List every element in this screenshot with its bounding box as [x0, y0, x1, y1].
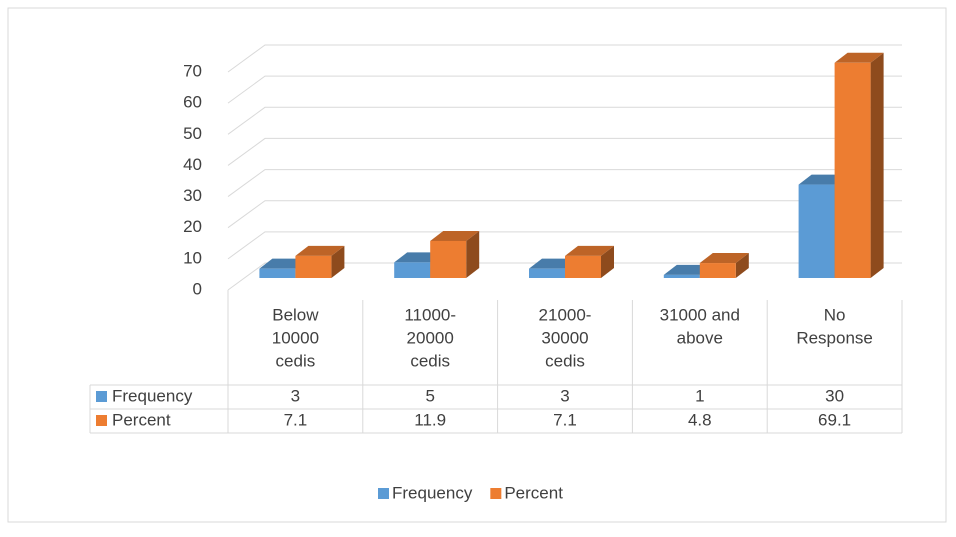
table-cell: 3	[560, 386, 569, 405]
bar-top	[430, 230, 480, 241]
bar-side	[601, 245, 614, 278]
bar-front	[259, 268, 296, 278]
bar-top	[834, 52, 884, 63]
legend-key	[378, 488, 389, 499]
grid-line	[227, 106, 902, 135]
bar-front	[394, 262, 431, 278]
x-tick-label: 21000-	[539, 305, 592, 324]
table-cell: 3	[291, 386, 300, 405]
bar-front	[295, 255, 332, 278]
bar-front	[798, 184, 835, 278]
x-tick-label: Response	[796, 328, 873, 347]
grid-line	[227, 137, 902, 166]
table-cell: 7.1	[553, 410, 577, 429]
bar-front	[430, 240, 467, 278]
bar	[834, 52, 884, 278]
x-tick-label: 20000	[407, 328, 454, 347]
bar	[295, 245, 345, 278]
table-cell: 1	[695, 386, 704, 405]
bar-front	[565, 255, 601, 278]
bar-front	[834, 62, 871, 278]
bar-top	[295, 245, 345, 256]
y-tick-label: 40	[183, 155, 202, 174]
legend-label: Percent	[504, 483, 563, 502]
y-tick-label: 10	[183, 248, 202, 267]
grid-line	[227, 262, 902, 291]
x-tick-label: 11000-	[404, 305, 456, 324]
grid-line	[227, 75, 902, 104]
bar-side	[870, 52, 884, 278]
table-cell: 11.9	[414, 410, 446, 429]
y-tick-label: 20	[183, 217, 202, 236]
table-key	[96, 391, 107, 402]
table-row-label: Percent	[112, 410, 171, 429]
grid-line	[227, 44, 902, 73]
table-cell: 7.1	[284, 410, 308, 429]
bar	[430, 230, 480, 278]
legend-label: Frequency	[392, 483, 473, 502]
y-tick-label: 0	[193, 279, 202, 298]
bar-front	[529, 268, 565, 278]
legend-key	[490, 488, 502, 499]
bar	[699, 253, 749, 278]
y-tick-label: 50	[183, 124, 202, 143]
grid-line	[227, 231, 902, 260]
table-cell: 69.1	[818, 410, 851, 429]
y-tick-label: 30	[183, 186, 202, 205]
bar-side	[466, 230, 480, 278]
table-row-label: Frequency	[112, 386, 193, 405]
bar-top	[565, 245, 614, 256]
x-tick-label: 31000 and	[660, 305, 740, 324]
x-tick-label: 10000	[272, 328, 319, 347]
table-cell: 30	[825, 386, 844, 405]
table-cell: 4.8	[688, 410, 712, 429]
x-tick-label: above	[677, 328, 723, 347]
bar-front	[663, 274, 700, 278]
y-tick-label: 60	[183, 93, 202, 112]
x-tick-label: 30000	[541, 328, 588, 347]
bar-top	[699, 253, 749, 264]
table-cell: 5	[425, 386, 434, 405]
x-tick-label: No	[824, 305, 846, 324]
x-tick-label: cedis	[410, 351, 450, 370]
bar	[565, 245, 614, 278]
x-tick-label: Below	[272, 305, 319, 324]
x-tick-label: cedis	[276, 351, 316, 370]
table-key	[96, 415, 107, 426]
bar-side	[735, 253, 749, 278]
y-tick-label: 70	[183, 61, 202, 80]
bar-side	[331, 245, 345, 278]
grid-line	[227, 200, 902, 229]
x-tick-label: cedis	[545, 351, 585, 370]
bar-front	[699, 263, 736, 278]
grid-line	[227, 169, 902, 197]
